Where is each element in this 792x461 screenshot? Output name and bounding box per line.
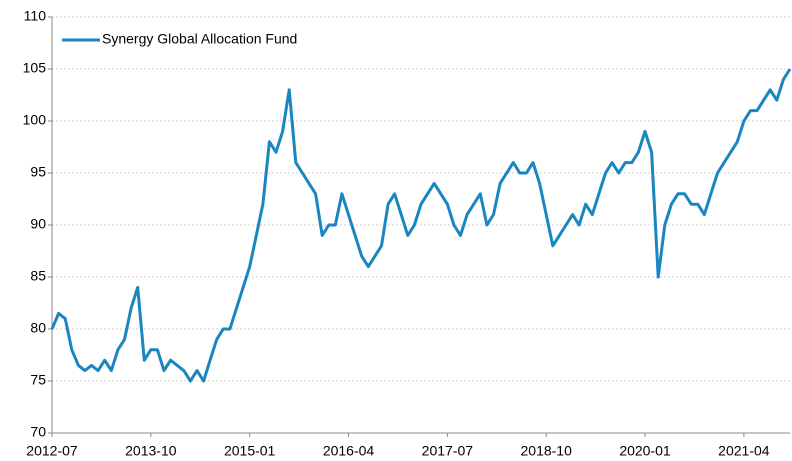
x-tick-label: 2012-07 [26, 443, 78, 459]
x-tick-label: 2016-04 [323, 443, 375, 459]
x-tick-label: 2013-10 [125, 443, 177, 459]
legend-label: Synergy Global Allocation Fund [102, 31, 297, 47]
y-tick-label: 70 [30, 424, 46, 440]
x-tick-label: 2018-10 [521, 443, 573, 459]
data-line [50, 68, 792, 383]
x-tick-label: 2021-04 [718, 443, 770, 459]
x-tick-label: 2020-01 [619, 443, 671, 459]
y-tick-label: 95 [30, 164, 46, 180]
y-tick-label: 75 [30, 372, 46, 388]
y-tick-label: 85 [30, 268, 46, 284]
y-tick-label: 90 [30, 216, 46, 232]
x-tick-label: 2017-07 [422, 443, 474, 459]
y-tick-label: 105 [23, 60, 47, 76]
y-tick-label: 110 [24, 8, 47, 24]
x-tick-label: 2015-01 [224, 443, 276, 459]
y-tick-label: 80 [30, 320, 46, 336]
y-tick-label: 100 [23, 112, 47, 128]
